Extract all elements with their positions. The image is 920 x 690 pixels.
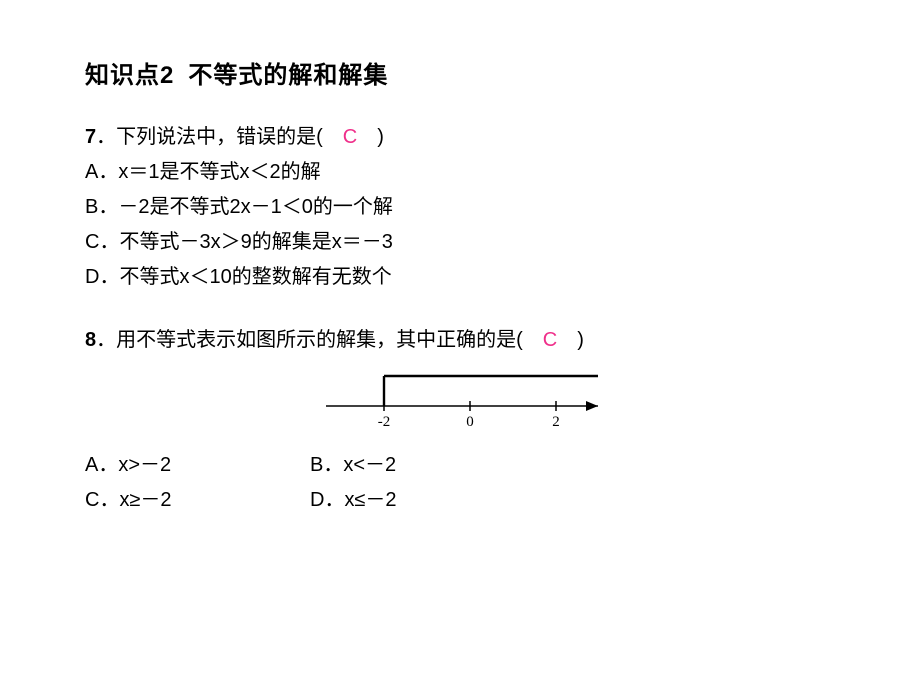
page: 知识点2 不等式的解和解集 7．下列说法中，错误的是( C ) A．x＝1是不等式… bbox=[0, 0, 920, 518]
svg-text:0: 0 bbox=[466, 414, 474, 430]
q7-stem-after: ) bbox=[377, 126, 384, 148]
q7-answer: C bbox=[343, 126, 357, 148]
q8-answer: C bbox=[543, 329, 557, 351]
q8-stem-line: 8．用不等式表示如图所示的解集，其中正确的是( C ) bbox=[85, 323, 835, 358]
q7-option-a: A．x＝1是不等式x＜2的解 bbox=[85, 155, 835, 190]
q7-option-c: C．不等式－3x＞9的解集是x＝－3 bbox=[85, 225, 835, 260]
section-heading: 知识点2 不等式的解和解集 bbox=[85, 55, 835, 90]
q8-stem-before: ．用不等式表示如图所示的解集，其中正确的是( bbox=[96, 329, 523, 351]
heading-title: 不等式的解和解集 bbox=[188, 62, 388, 89]
q8-option-b: B．x<－2 bbox=[310, 448, 535, 483]
q7-option-b: B．－2是不等式2x－1＜0的一个解 bbox=[85, 190, 835, 225]
q8-number: 8 bbox=[85, 329, 96, 351]
q7-stem-line: 7．下列说法中，错误的是( C ) bbox=[85, 120, 835, 155]
q8-stem-after: ) bbox=[577, 329, 584, 351]
heading-label: 知识点2 bbox=[85, 62, 174, 89]
q8-option-d: D．x≤－2 bbox=[310, 483, 535, 518]
q7-stem-before: ．下列说法中，错误的是( bbox=[96, 126, 323, 148]
q8-options-row-2: C．x≥－2 D．x≤－2 bbox=[85, 483, 835, 518]
number-line-figure: -2 0 2 bbox=[308, 366, 613, 436]
q8-option-c: C．x≥－2 bbox=[85, 483, 310, 518]
q7-option-d: D．不等式x＜10的整数解有无数个 bbox=[85, 260, 835, 295]
svg-text:2: 2 bbox=[552, 414, 560, 430]
question-8: 8．用不等式表示如图所示的解集，其中正确的是( C ) -2 0 2 A．x>－2 … bbox=[85, 323, 835, 518]
q8-options-row-1: A．x>－2 B．x<－2 bbox=[85, 448, 835, 483]
q7-number: 7 bbox=[85, 126, 96, 148]
question-7: 7．下列说法中，错误的是( C ) A．x＝1是不等式x＜2的解 B．－2是不等… bbox=[85, 120, 835, 295]
q8-option-a: A．x>－2 bbox=[85, 448, 310, 483]
svg-text:-2: -2 bbox=[377, 414, 390, 430]
